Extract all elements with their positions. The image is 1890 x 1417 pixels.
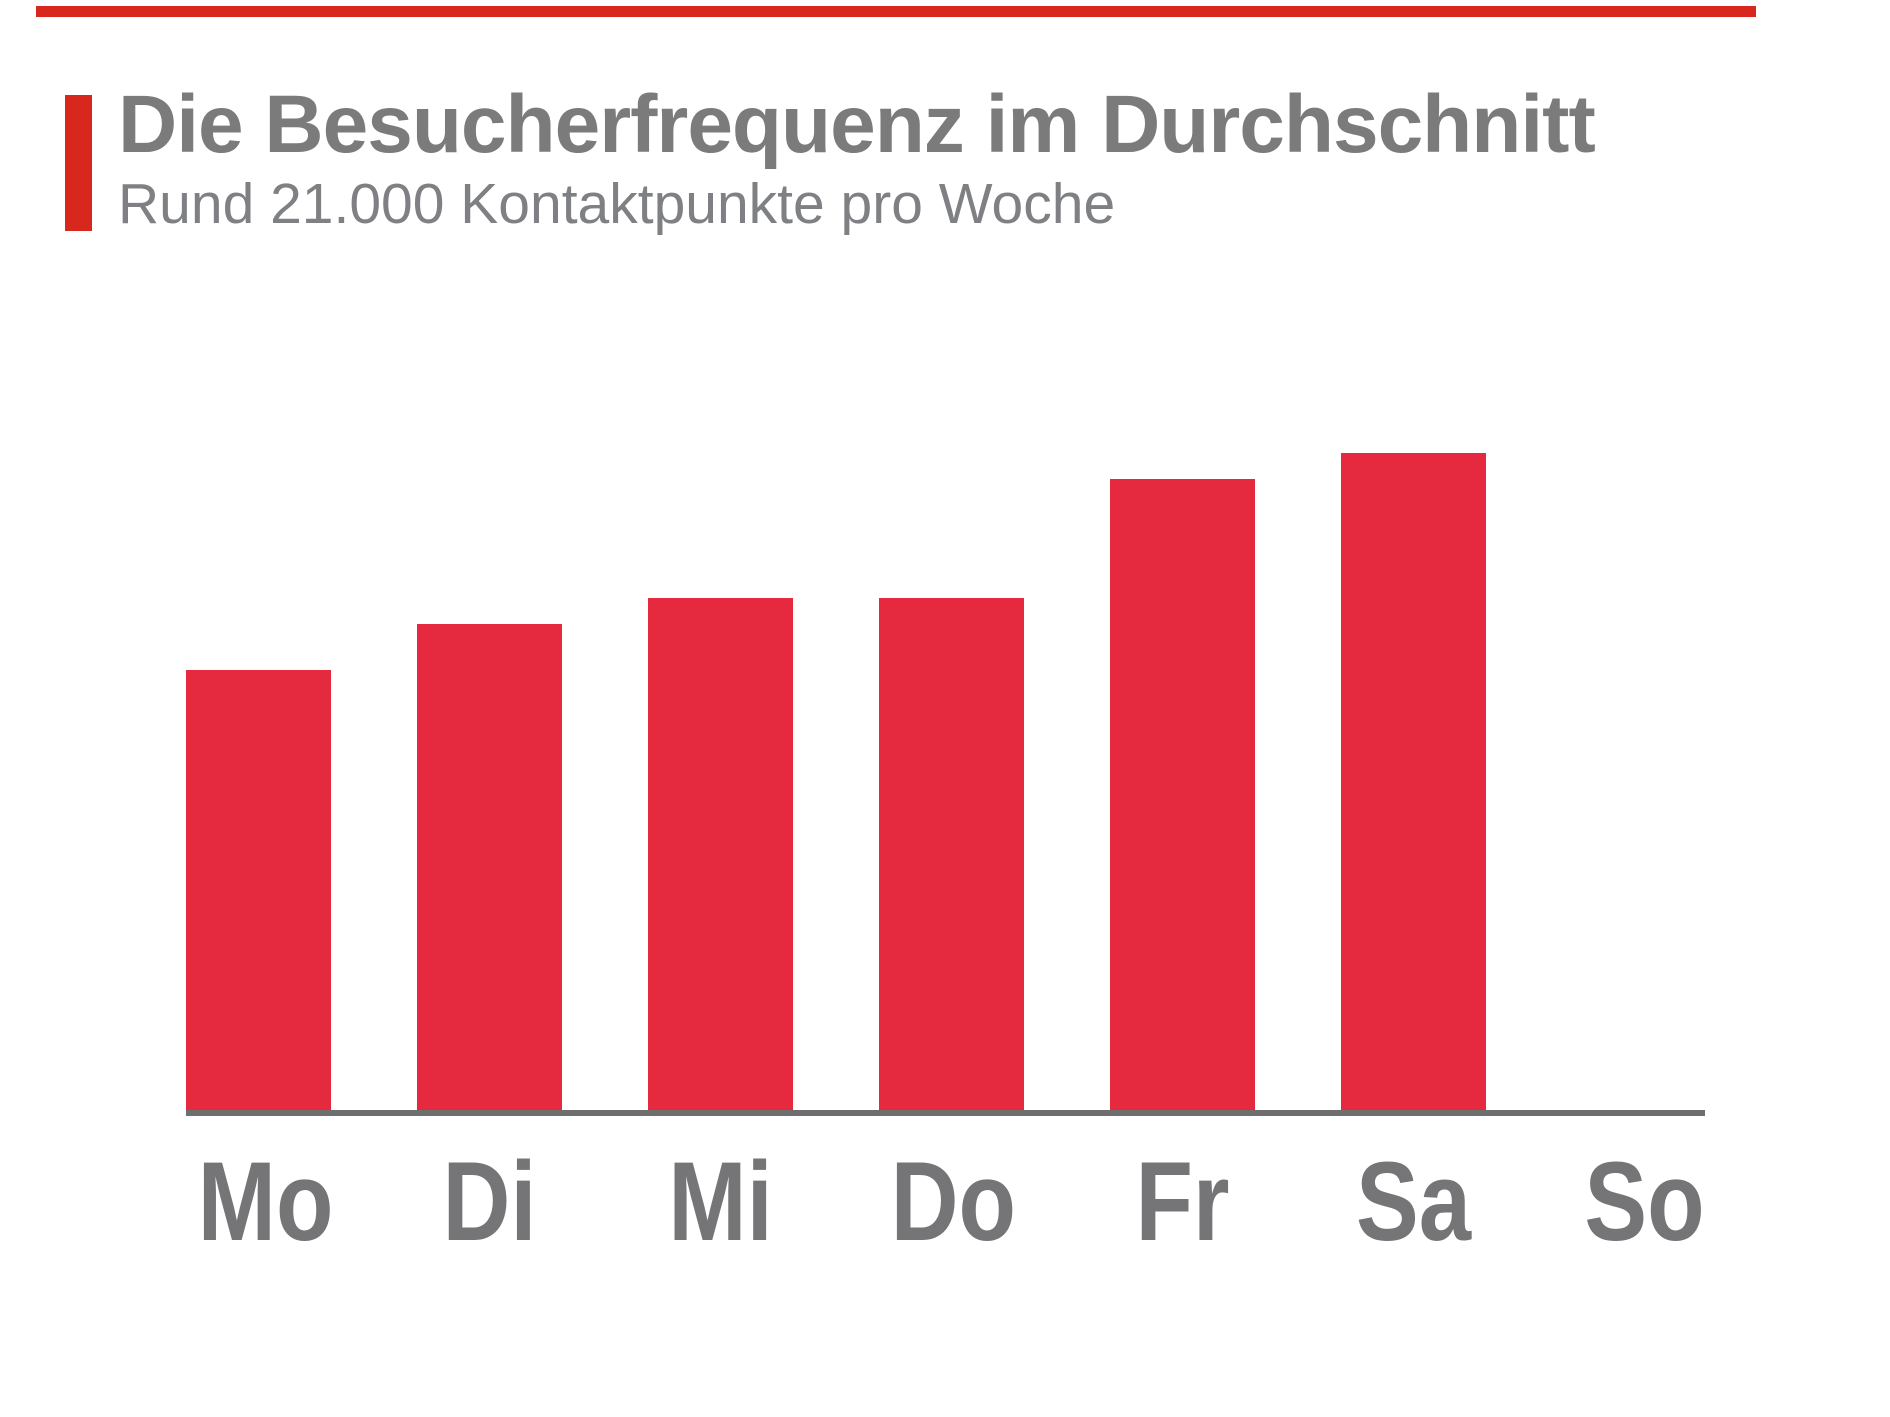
bar-slot-do [879,453,1110,1110]
x-axis-labels: Mo Di Mi Do Fr Sa So [186,1146,1803,1258]
x-tick-label-di: Di [442,1139,537,1264]
label-slot-fr: Fr [1110,1146,1341,1258]
x-axis-line [186,1110,1705,1116]
x-tick-label-so: So [1584,1139,1705,1264]
bar-slot-sa [1341,453,1572,1110]
x-tick-label-sa: Sa [1355,1139,1472,1264]
label-slot-sa: Sa [1341,1146,1572,1258]
title-accent-bar [65,95,92,231]
label-slot-mo: Mo [186,1146,417,1258]
page-title: Die Besucherfrequenz im Durchschnitt [118,79,1596,170]
bar-di [417,624,562,1110]
bar-slot-fr [1110,453,1341,1110]
label-slot-di: Di [417,1146,648,1258]
bar-mi [648,598,793,1110]
bar-slot-mi [648,453,879,1110]
label-slot-do: Do [879,1146,1110,1258]
x-tick-label-mi: Mi [668,1139,773,1264]
label-slot-so: So [1572,1146,1803,1258]
label-slot-mi: Mi [648,1146,879,1258]
x-tick-label-fr: Fr [1135,1139,1230,1264]
bar-mo [186,670,331,1110]
bar-slot-mo [186,453,417,1110]
bar-slot-di [417,453,648,1110]
top-rule [36,6,1756,17]
bar-sa [1341,453,1486,1110]
bar-fr [1110,479,1255,1110]
page-subtitle: Rund 21.000 Kontaktpunkte pro Woche [118,172,1116,236]
x-tick-label-mo: Mo [197,1139,334,1264]
bars-area [186,453,1803,1110]
bar-do [879,598,1024,1110]
bar-slot-so [1572,453,1803,1110]
x-tick-label-do: Do [890,1139,1017,1264]
